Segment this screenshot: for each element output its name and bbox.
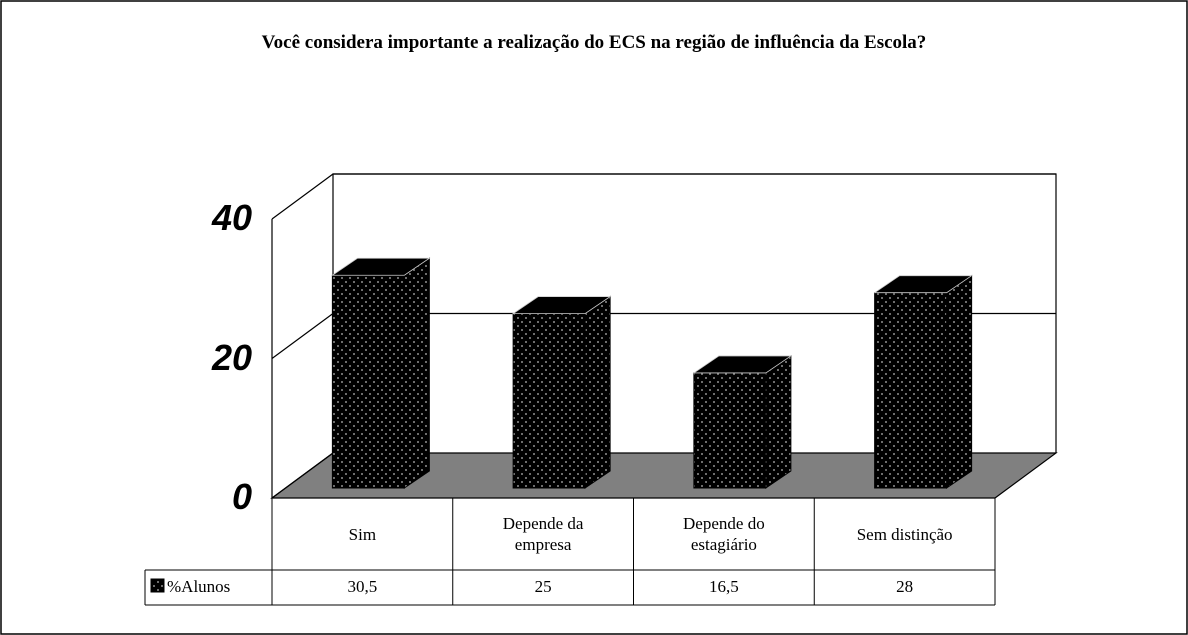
category-label: Sem distinção <box>856 524 953 544</box>
legend-label: %Alunos <box>167 577 231 596</box>
bar <box>511 295 612 489</box>
tick-mark <box>271 452 334 499</box>
bar-top <box>873 275 973 294</box>
bar-side <box>946 274 973 489</box>
legend-swatch <box>150 578 165 593</box>
bar-side <box>403 257 430 489</box>
value-label: 28 <box>896 577 914 596</box>
bar-front <box>874 292 948 489</box>
value-label: 30,5 <box>347 577 378 596</box>
bar-top <box>692 355 793 374</box>
value-label: 25 <box>534 577 552 596</box>
y-tick-label: 0 <box>231 476 252 517</box>
bar-top <box>511 296 612 315</box>
bar-front <box>693 372 767 489</box>
bar-side <box>765 354 792 489</box>
bar-front <box>512 313 586 489</box>
category-label: Sim <box>348 524 377 544</box>
bar-side <box>584 295 611 489</box>
tick-mark <box>271 313 334 359</box>
y-tick-label: 40 <box>211 197 252 238</box>
bar <box>692 354 793 489</box>
bar <box>331 257 431 489</box>
value-label: 16,5 <box>709 577 739 596</box>
chart-title: Você considera importante a realização d… <box>261 32 927 53</box>
bar <box>873 274 973 489</box>
bar-front <box>331 274 405 489</box>
tick-mark <box>271 173 334 220</box>
bar-top <box>331 257 431 276</box>
category-label: Depende do estagiário <box>683 514 765 554</box>
y-tick-label: 20 <box>211 336 252 378</box>
category-label: Depende da empresa <box>502 514 584 554</box>
